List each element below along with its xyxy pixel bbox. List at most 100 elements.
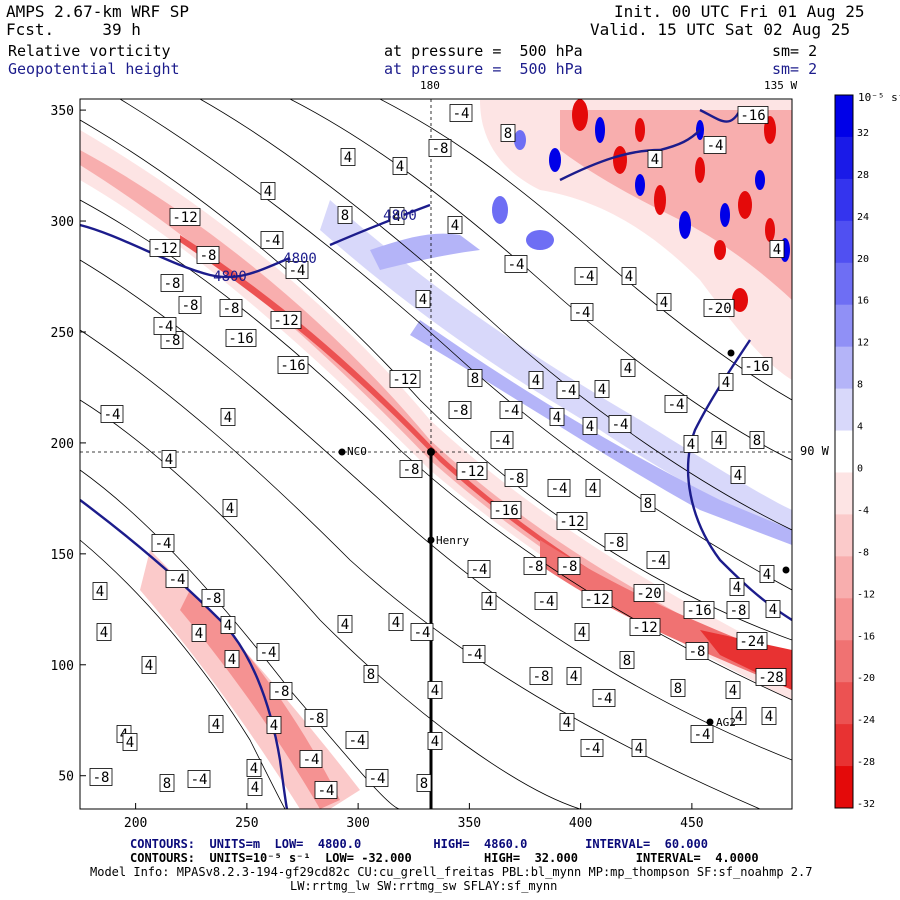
contour-label: -16: [744, 359, 769, 375]
field2-pressure: at pressure = 500 hPa: [384, 60, 583, 78]
colorbar-segment: [835, 556, 853, 599]
contour-label: 4: [392, 615, 400, 631]
contour-label-box: [581, 590, 613, 608]
colorbar-tick-label: -32: [857, 799, 875, 810]
contour-label: 4: [765, 709, 773, 725]
contour-label: 4: [729, 683, 737, 699]
contour-label-box: [620, 359, 636, 377]
contour-label-box: [92, 582, 108, 600]
station-nco-marker: [338, 448, 346, 456]
contour-label: -12: [392, 372, 417, 388]
contour-label: -4: [503, 403, 520, 419]
contour-label-box: [736, 632, 768, 650]
contour-label-box: [363, 665, 379, 683]
contour-label: 8: [753, 433, 761, 449]
contour-label-box: [582, 417, 598, 435]
contour-label: -4: [414, 625, 431, 641]
contour-label-box: [340, 148, 356, 166]
x-tick-label: 400: [569, 816, 592, 831]
contour-label-box: [647, 150, 663, 168]
contour-label: 4: [687, 437, 695, 453]
contour-label: -8: [200, 248, 217, 264]
contour-label: -4: [574, 305, 591, 321]
contour-label-box: [619, 651, 635, 669]
valid-time: Valid. 15 UTC Sat 02 Aug 25: [590, 20, 851, 39]
contour-label: -8: [308, 711, 325, 727]
contour-label: 4: [660, 295, 668, 311]
contour-label: -8: [689, 644, 706, 660]
y-tick-label: 350: [51, 104, 74, 119]
y-tick-label: 200: [51, 437, 74, 452]
contour-label-box: [557, 557, 581, 575]
contour-label: -4: [466, 647, 483, 663]
contour-label: -4: [538, 594, 555, 610]
lat-90w-label: 90 W: [800, 444, 829, 458]
contour-label-box: [345, 731, 369, 749]
colorbar-tick-label: -24: [857, 715, 875, 726]
contour-label: 4: [341, 617, 349, 633]
contour-label-box: [574, 623, 590, 641]
contour-label-box: [314, 781, 338, 799]
colorbar-segment: [835, 724, 853, 767]
contour-label-box: [730, 466, 746, 484]
contour-label: -4: [155, 536, 172, 552]
contour-label-box: [574, 267, 598, 285]
contour-label: 4: [570, 669, 578, 685]
contour-label-box: [219, 299, 243, 317]
contour-label: 4: [100, 625, 108, 641]
contour-label-box: [556, 381, 580, 399]
colorbar-tick-label: -4: [857, 505, 869, 516]
contour-label: -4: [694, 727, 711, 743]
contour-label-box: [570, 303, 594, 321]
field1-name: Relative vorticity: [8, 42, 171, 60]
contour-label-box: [427, 732, 443, 750]
contour-label-box: [392, 157, 408, 175]
contour-label-box: [388, 613, 404, 631]
contour-label-box: [415, 290, 431, 308]
contour-label: -4: [551, 481, 568, 497]
contour-label: 4: [734, 468, 742, 484]
x-tick-label: 450: [680, 816, 703, 831]
contour-label-box: [462, 645, 486, 663]
init-time: Init. 00 UTC Fri 01 Aug 25: [614, 2, 865, 21]
contour-label-box: [449, 104, 473, 122]
contour-label-box: [755, 668, 787, 686]
contour-label-box: [220, 616, 236, 634]
contour-label: -16: [740, 108, 765, 124]
contour-label-box: [467, 369, 483, 387]
contour-label-box: [529, 667, 553, 685]
contour-label: 4: [722, 375, 730, 391]
colorbar-segment: [835, 388, 853, 432]
contour-label: 4: [145, 658, 153, 674]
height-contour-label: 4800: [213, 269, 247, 285]
contour-label: -12: [559, 514, 584, 530]
contour-label-box: [196, 246, 220, 264]
contour-label: -12: [273, 313, 298, 329]
contour-label-box: [683, 435, 699, 453]
contour-label: -4: [707, 138, 724, 154]
contour-label: -12: [172, 210, 197, 226]
contour-label-box: [246, 759, 262, 777]
lon-180-label: 180: [420, 79, 440, 92]
contour-label-box: [151, 534, 175, 552]
contour-label-box: [685, 642, 709, 660]
colorbar-segment: [835, 220, 853, 264]
contour-label: -8: [608, 535, 625, 551]
contour-label-box: [269, 682, 293, 700]
contour-label: 4: [451, 218, 459, 234]
contour-label-box: [664, 395, 688, 413]
colorbar-segment: [835, 598, 853, 641]
contour-label-box: [169, 208, 201, 226]
contour-label: 4: [344, 150, 352, 166]
contour-label-box: [759, 565, 775, 583]
contour-label: 4: [228, 652, 236, 668]
station-henry-marker: [427, 536, 435, 544]
contour-label-box: [703, 136, 727, 154]
contour-label: 8: [471, 371, 479, 387]
contour-label-box: [490, 431, 514, 449]
contour-label: 4: [212, 717, 220, 733]
contour-label: -8: [223, 301, 240, 317]
contour-label-box: [304, 709, 328, 727]
contour-label: -8: [533, 669, 550, 685]
contour-label: 8: [623, 653, 631, 669]
